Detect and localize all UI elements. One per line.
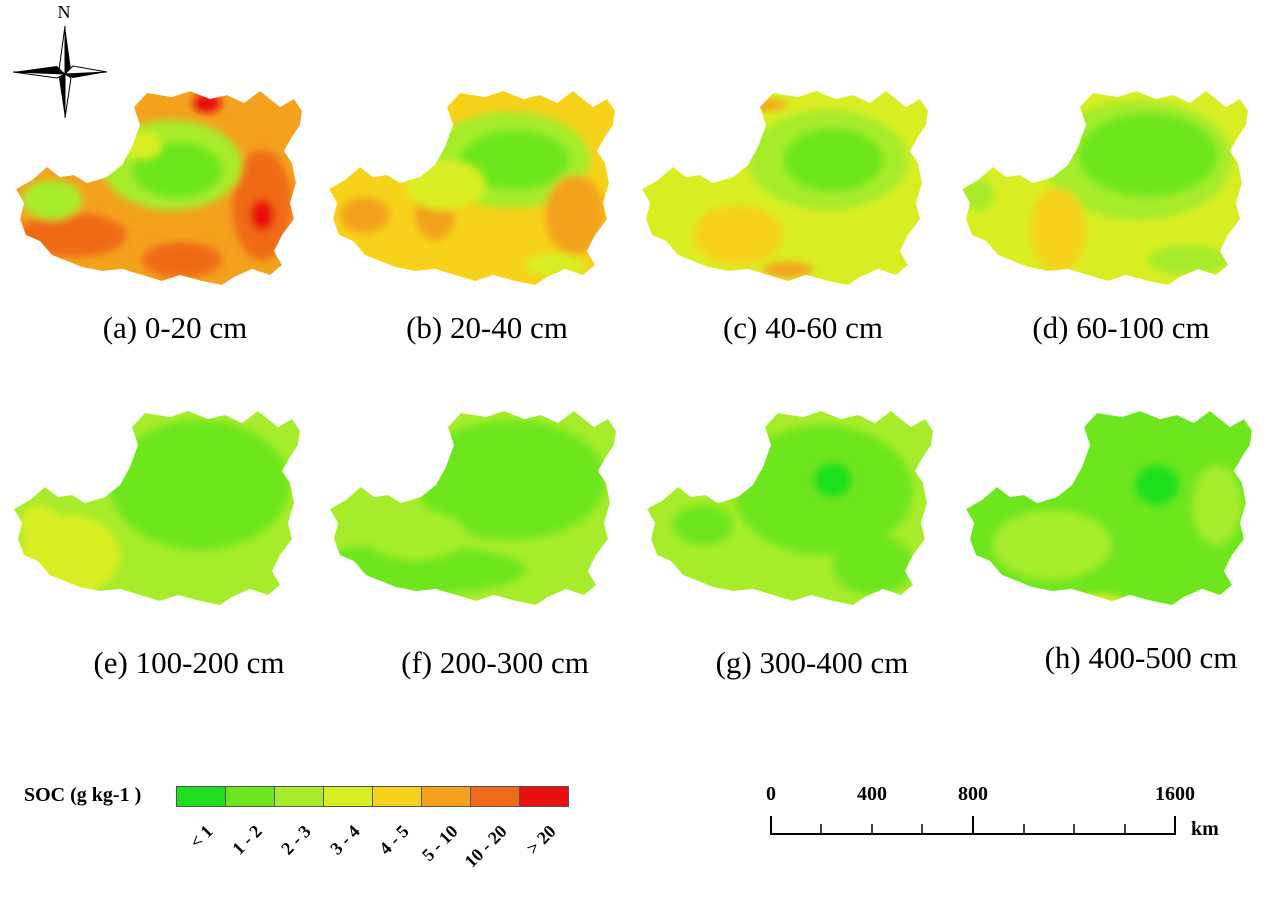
legend-swatch: [520, 787, 568, 806]
soc-zone-4-5: [693, 205, 783, 265]
panel-caption-d: (d) 60-100 cm: [1032, 310, 1210, 345]
soc-zone-2-3: [22, 180, 82, 220]
north-label: N: [58, 2, 71, 22]
soc-zone-1-2: [110, 420, 290, 550]
soc-zone-<1: [813, 462, 853, 498]
panel-caption-e: (e) 100-200 cm: [93, 645, 285, 680]
soc-zone-5-10: [763, 262, 813, 278]
legend-color-bar: [176, 786, 569, 807]
soc-zone-5-10: [728, 99, 788, 111]
soc-zone-3-4: [122, 131, 162, 159]
legend-title: SOC (g kg-1 ): [24, 784, 142, 806]
soc-zone-10-20: [142, 242, 222, 278]
soc-zone-3-4: [405, 160, 485, 210]
soc-map-panel-a: [16, 91, 302, 285]
legend-swatch: [275, 787, 324, 806]
soc-map-panel-g: [647, 411, 933, 605]
scale-label-400: 400: [857, 783, 887, 805]
panel-caption-g: (g) 300-400 cm: [715, 645, 909, 680]
soc-zone-3-4: [1082, 594, 1122, 605]
soc-map-panel-b: [329, 91, 615, 285]
soc-zone->20: [250, 199, 274, 231]
panel-caption-f: (f) 200-300 cm: [401, 645, 589, 680]
panel-caption-b: (b) 20-40 cm: [406, 310, 568, 345]
legend-swatch: [471, 787, 520, 806]
panel-caption-a: (a) 0-20 cm: [102, 310, 248, 345]
soc-zone-5-10: [545, 175, 605, 255]
soc-map-panel-f: [330, 411, 616, 605]
soc-zone-1-2: [833, 535, 913, 595]
scale-label-800: 800: [958, 783, 988, 805]
soc-zone-2-3: [1192, 465, 1242, 545]
soc-zone->20: [193, 93, 221, 113]
soc-zone-1-2: [460, 130, 570, 190]
panel-caption-h: (h) 400-500 cm: [1044, 640, 1238, 675]
legend-swatch: [177, 787, 226, 806]
scale-label-0: 0: [766, 783, 776, 805]
soc-zone-2-3: [992, 510, 1112, 580]
panel-caption-c: (c) 40-60 cm: [722, 310, 884, 345]
north-arrow-icon: N: [12, 2, 108, 119]
soc-zone-1-2: [783, 128, 883, 192]
soc-zone-1-2: [1078, 113, 1218, 197]
legend-swatch: [226, 787, 275, 806]
soc-zone-2-3: [1148, 245, 1228, 275]
soc-map-panel-e: [14, 411, 300, 605]
legend-swatch: [422, 787, 471, 806]
soc-zone-3-4: [525, 253, 585, 277]
scale-label-1600: 1600: [1155, 783, 1195, 805]
soc-zone-1-2: [673, 505, 733, 545]
scale-bar: [770, 816, 1176, 835]
legend-swatch: [324, 787, 373, 806]
soc-map-panel-d: [962, 91, 1248, 285]
soc-zone-1-2: [416, 420, 606, 540]
scale-unit: km: [1191, 818, 1219, 840]
soc-zone-4-5: [1030, 188, 1086, 272]
soc-zone-5-10: [340, 197, 390, 233]
soc-zone-2-3: [962, 179, 994, 211]
soc-zone-3-4: [20, 505, 60, 545]
soc-map-panel-h: [966, 411, 1252, 605]
soc-zone-10-20: [17, 213, 127, 257]
soc-map-panel-c: [642, 91, 928, 285]
soc-zone-<1: [1135, 465, 1179, 505]
legend-swatch: [373, 787, 422, 806]
soc-zone-1-2: [132, 142, 222, 198]
soc-zone-2-3: [366, 510, 466, 560]
